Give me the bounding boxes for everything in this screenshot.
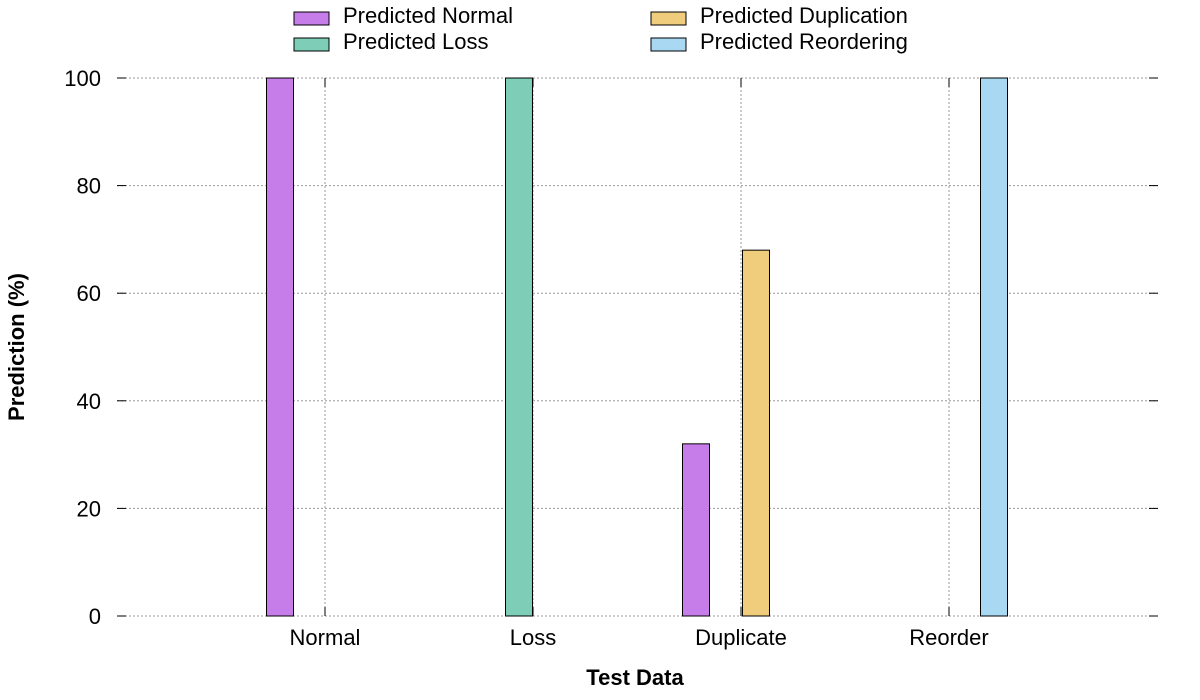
x-tick-labels: Normal Loss Duplicate Reorder <box>290 625 989 650</box>
x-tick-label: Duplicate <box>695 625 787 650</box>
bar-predicted-normal-duplicate <box>682 443 710 617</box>
legend-item: Predicted Loss <box>293 29 489 54</box>
bar-predicted-normal-normal <box>266 77 294 617</box>
legend-swatch <box>650 37 687 52</box>
y-tick-labels: 0 20 40 60 80 100 <box>64 66 101 629</box>
legend-label: Predicted Loss <box>343 29 489 54</box>
y-tick-label: 60 <box>77 281 101 306</box>
bar-predicted-loss-loss <box>505 77 533 617</box>
bars <box>266 77 1008 617</box>
bar-predicted-duplication-duplicate <box>742 249 770 617</box>
legend-swatch <box>293 37 330 52</box>
y-tick-label: 40 <box>77 389 101 414</box>
x-tick-label: Normal <box>290 625 361 650</box>
x-tick-label: Reorder <box>909 625 988 650</box>
legend-label: Predicted Duplication <box>700 3 908 28</box>
x-tick-label: Loss <box>510 625 556 650</box>
legend-item: Predicted Duplication <box>650 3 908 28</box>
legend-item: Predicted Normal <box>293 3 513 28</box>
legend-label: Predicted Reordering <box>700 29 908 54</box>
y-axis-title: Prediction (%) <box>4 273 29 421</box>
legend-swatch <box>293 11 330 26</box>
legend-label: Predicted Normal <box>343 3 513 28</box>
y-tick-label: 20 <box>77 496 101 521</box>
legend-swatch <box>650 11 687 26</box>
legend-item: Predicted Reordering <box>650 29 908 54</box>
bar-predicted-reordering-reorder <box>980 77 1008 617</box>
y-tick-label: 0 <box>89 604 101 629</box>
y-tick-label: 80 <box>77 174 101 199</box>
y-tick-label: 100 <box>64 66 101 91</box>
x-axis-title: Test Data <box>586 665 684 690</box>
